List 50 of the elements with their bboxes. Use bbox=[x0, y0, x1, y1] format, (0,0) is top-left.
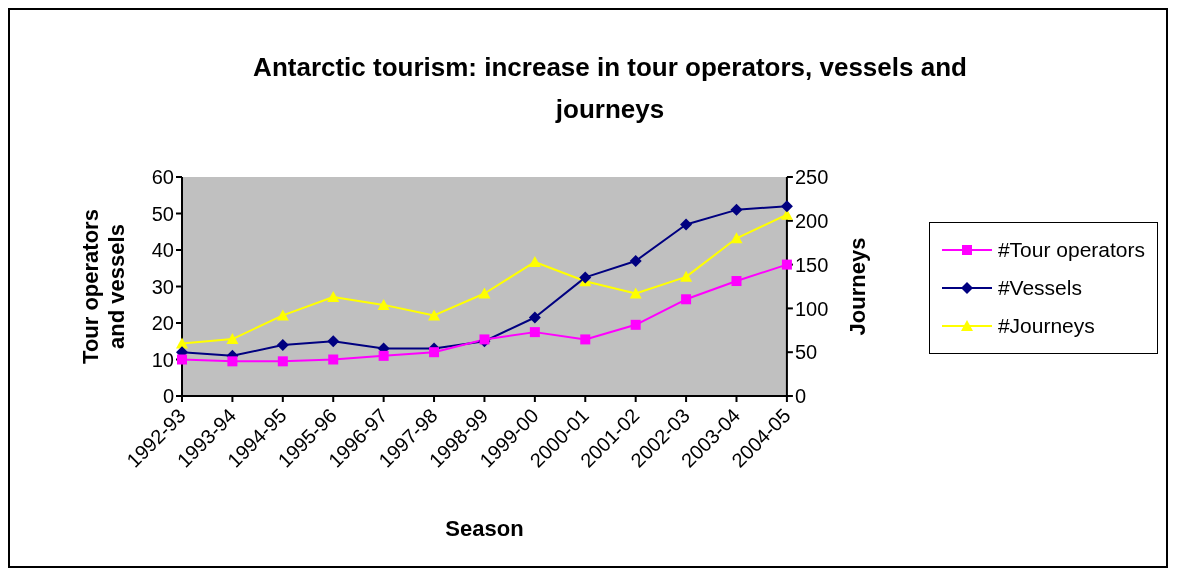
y-tick-label: 60 bbox=[151, 166, 174, 189]
y-tick-label: 0 bbox=[162, 385, 174, 408]
point bbox=[680, 270, 693, 282]
point bbox=[528, 311, 541, 324]
point bbox=[276, 309, 289, 321]
point bbox=[580, 334, 591, 345]
point bbox=[781, 259, 792, 270]
y2-tick-label: 100 bbox=[794, 297, 829, 320]
point bbox=[478, 287, 491, 299]
y-axis-title: Tour operators and vessels bbox=[78, 209, 129, 364]
y-tick-label: 20 bbox=[151, 312, 174, 335]
y2-axis-title: Journeys bbox=[844, 237, 870, 336]
y-tick-label: 40 bbox=[151, 239, 174, 262]
point bbox=[276, 338, 289, 351]
point bbox=[377, 298, 390, 310]
point bbox=[227, 356, 238, 367]
y-tick-label: 30 bbox=[151, 275, 174, 298]
y2-tick-label: 250 bbox=[794, 166, 829, 189]
point bbox=[681, 294, 692, 305]
x-axis-title: Season bbox=[445, 516, 524, 541]
y2-tick-label: 150 bbox=[794, 253, 829, 276]
point bbox=[226, 333, 239, 345]
point bbox=[429, 347, 440, 358]
point bbox=[277, 356, 288, 367]
legend-label: #Tour operators bbox=[997, 238, 1145, 262]
point bbox=[680, 218, 693, 231]
point bbox=[528, 255, 541, 267]
point bbox=[629, 287, 642, 299]
point bbox=[177, 354, 187, 365]
legend-label: #Journeys bbox=[997, 314, 1095, 338]
point bbox=[780, 200, 793, 213]
chart-title: Antarctic tourism: increase in tour operators, vessels and journeys bbox=[252, 51, 968, 126]
y2-tick-label: 0 bbox=[794, 385, 807, 408]
point bbox=[730, 203, 743, 216]
y2-tick-label: 50 bbox=[794, 341, 818, 364]
point bbox=[730, 232, 743, 244]
y2-tick-label: 200 bbox=[794, 209, 829, 232]
y-tick-label: 10 bbox=[151, 348, 174, 371]
point bbox=[327, 335, 340, 348]
point bbox=[629, 254, 642, 267]
point bbox=[579, 271, 592, 284]
legend-label: #Vessels bbox=[997, 276, 1082, 300]
point bbox=[630, 319, 641, 330]
point bbox=[327, 291, 340, 303]
point bbox=[428, 309, 441, 321]
point bbox=[529, 327, 540, 338]
point bbox=[731, 276, 742, 287]
y-tick-label: 50 bbox=[151, 202, 174, 225]
point bbox=[378, 350, 389, 361]
point bbox=[328, 354, 339, 365]
